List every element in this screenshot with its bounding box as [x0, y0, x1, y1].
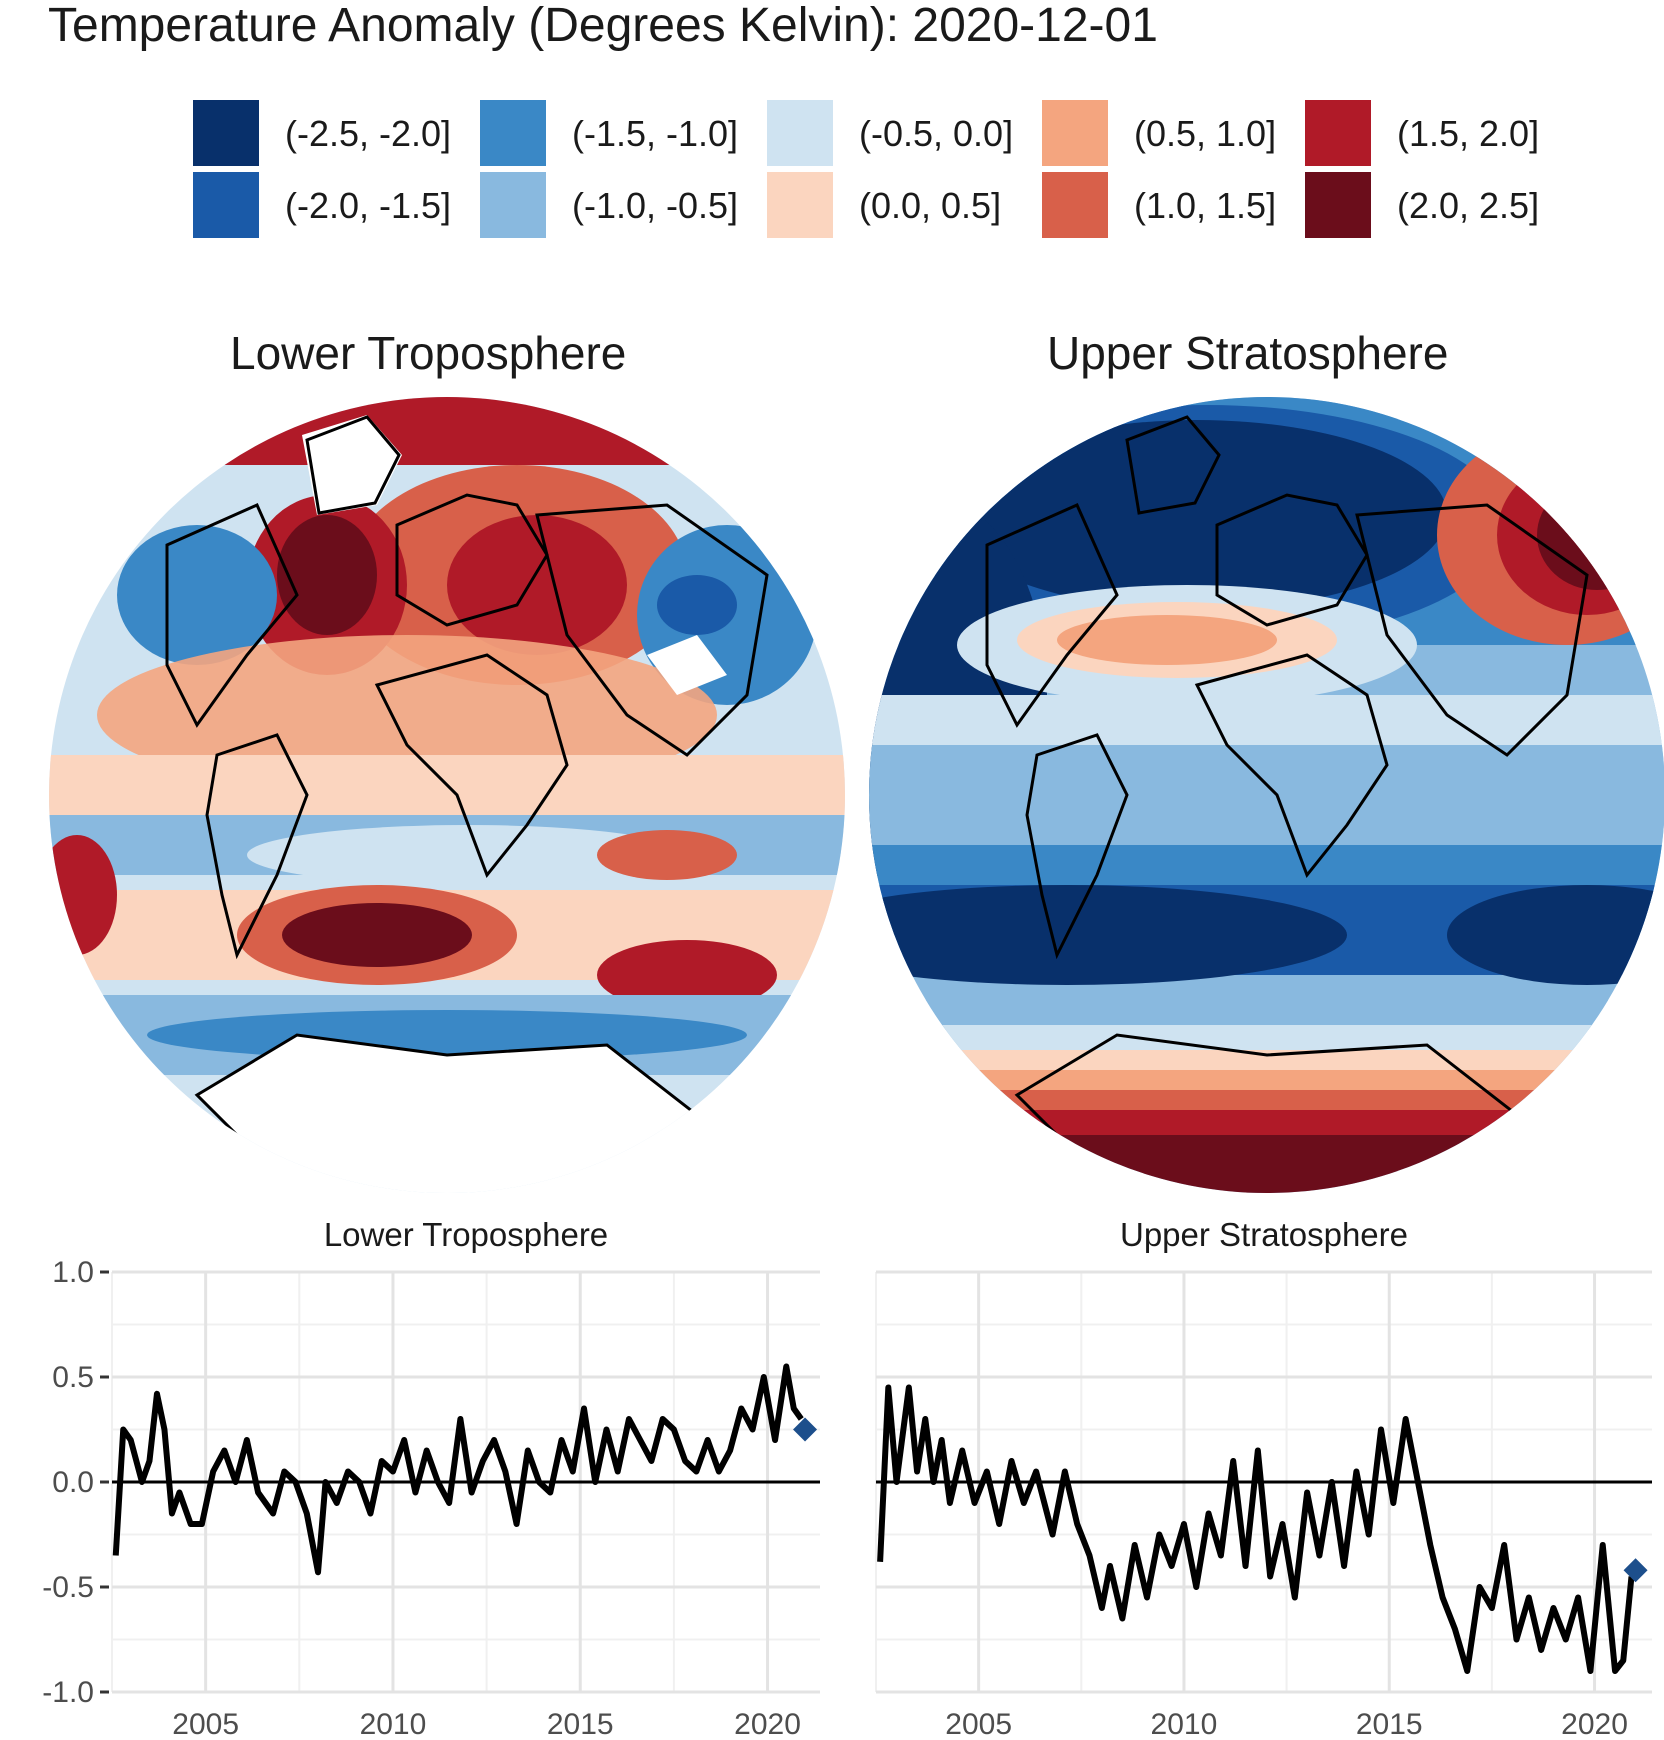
y-tick-label: -1.0	[42, 1676, 94, 1709]
legend-item: (-2.5, -2.0]	[193, 100, 473, 166]
timeseries-upper-stratosphere: Upper Stratosphere 2005 2010 2015 2020	[875, 1216, 1652, 1740]
legend-item: (0.0, 0.5]	[767, 172, 1047, 238]
x-tick-label: 2010	[360, 1708, 427, 1740]
legend-item: (2.0, 2.5]	[1305, 172, 1585, 238]
anomaly-series-line	[877, 1384, 1635, 1674]
anomaly-series-line	[112, 1363, 804, 1576]
map-title-upper-stratosphere: Upper Stratosphere	[1047, 327, 1449, 379]
legend-swatch	[480, 100, 546, 166]
legend-swatch	[193, 100, 259, 166]
legend-label: (-0.5, 0.0]	[859, 113, 1014, 154]
legend-swatch	[480, 172, 546, 238]
legend-label: (0.5, 1.0]	[1134, 113, 1277, 154]
legend-item: (1.0, 1.5]	[1042, 172, 1322, 238]
legend-label: (-2.5, -2.0]	[285, 113, 452, 154]
legend-item: (-1.5, -1.0]	[480, 100, 760, 166]
legend-label: (0.0, 0.5]	[859, 185, 1002, 226]
legend-item: (0.5, 1.0]	[1042, 100, 1322, 166]
x-tick-label: 2010	[1151, 1708, 1218, 1740]
x-tick-label: 2005	[945, 1708, 1012, 1740]
legend-swatch	[1042, 100, 1108, 166]
panel-title: Lower Troposphere	[324, 1216, 608, 1253]
latest-value-diamond-marker	[793, 1417, 818, 1442]
legend-label: (-1.0, -0.5]	[572, 185, 739, 226]
legend-label: (2.0, 2.5]	[1397, 185, 1540, 226]
legend-swatch	[767, 172, 833, 238]
x-tick-label: 2015	[547, 1708, 614, 1740]
legend-swatch	[1305, 172, 1371, 238]
legend-label: (-2.0, -1.5]	[285, 185, 452, 226]
x-tick-label: 2020	[1561, 1708, 1628, 1740]
panel-title: Upper Stratosphere	[1120, 1216, 1408, 1253]
legend-swatch	[767, 100, 833, 166]
x-tick-label: 2005	[172, 1708, 239, 1740]
legend-item: (1.5, 2.0]	[1305, 100, 1585, 166]
legend-item: (-1.0, -0.5]	[480, 172, 760, 238]
latest-value-diamond-marker	[1623, 1558, 1648, 1583]
map-title-lower-troposphere: Lower Troposphere	[230, 327, 627, 379]
legend-swatch	[1042, 172, 1108, 238]
y-tick-label: 0.0	[52, 1466, 94, 1499]
globe-map-lower-troposphere	[49, 397, 845, 1193]
chart-main-title: Temperature Anomaly (Degrees Kelvin): 20…	[48, 0, 1158, 52]
y-tick-label: 0.5	[52, 1361, 94, 1394]
x-tick-label: 2020	[734, 1708, 801, 1740]
y-tick-label: -0.5	[42, 1571, 94, 1604]
legend-swatch	[193, 172, 259, 238]
legend-label: (1.0, 1.5]	[1134, 185, 1277, 226]
timeseries-lower-troposphere: Lower Troposphere 1.0 0.5 0.0 -0.5 -1.0 2005 20…	[42, 1216, 820, 1740]
legend-swatch	[1305, 100, 1371, 166]
legend-label: (-1.5, -1.0]	[572, 113, 739, 154]
x-tick-label: 2015	[1356, 1708, 1423, 1740]
y-tick-label: 1.0	[52, 1256, 94, 1289]
legend-item: (-0.5, 0.0]	[767, 100, 1047, 166]
legend-item: (-2.0, -1.5]	[193, 172, 473, 238]
color-legend: (-2.5, -2.0] (-2.0, -1.5] (-1.5, -1.0] (-1.…	[193, 100, 1593, 240]
legend-label: (1.5, 2.0]	[1397, 113, 1540, 154]
globe-map-upper-stratosphere	[869, 397, 1664, 1193]
